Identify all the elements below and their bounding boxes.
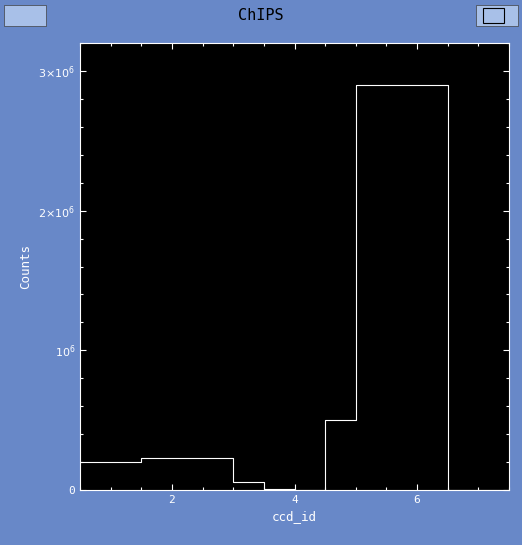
Bar: [4, 4, 46, 26]
Y-axis label: Counts: Counts: [19, 244, 32, 289]
Text: ChIPS: ChIPS: [238, 8, 284, 22]
Bar: [476, 4, 518, 26]
X-axis label: ccd_id: ccd_id: [272, 511, 317, 523]
Bar: [483, 8, 504, 22]
